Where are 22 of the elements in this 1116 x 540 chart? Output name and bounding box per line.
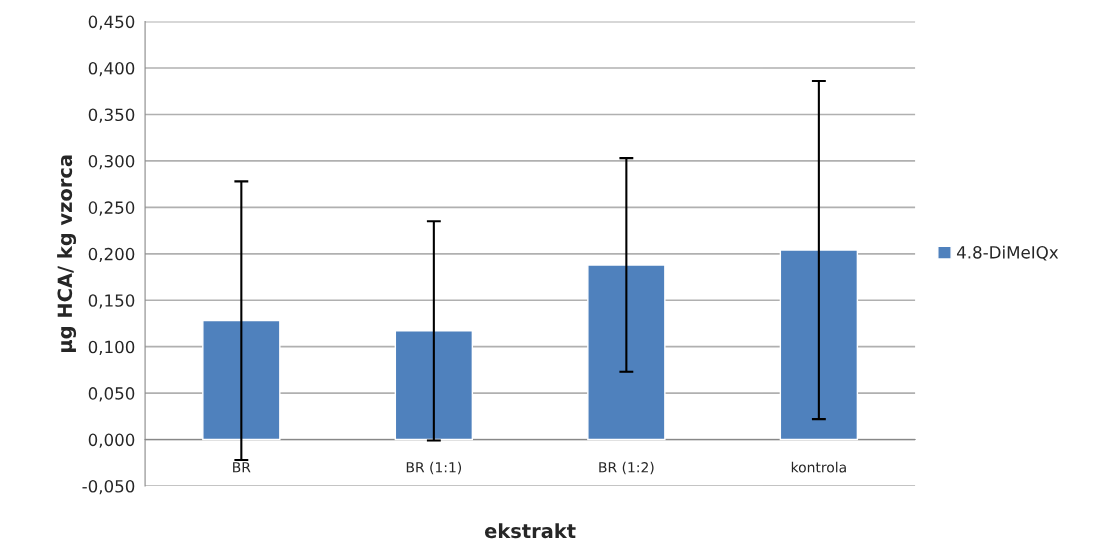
y-tick-label: 0,000 [88,433,135,448]
y-tick-label: 0,400 [88,62,135,77]
bar [779,249,859,441]
bar [587,264,666,441]
y-tick-label: 0,250 [88,201,135,216]
y-tick-label: 0,100 [88,340,135,355]
x-tick-label: kontrola [791,461,846,473]
x-tick-label: BR (1:2) [599,461,654,475]
x-tick-label: BR [233,462,251,473]
y-tick-label: 0,300 [88,154,135,170]
bar [394,330,474,441]
bar [202,319,281,441]
legend-label: 4.8-DiMeIQx [956,245,1059,261]
y-tick-label: 0,050 [88,387,135,402]
x-tick-label: BR (1:1) [406,461,462,475]
y-axis-title: µg HCA/ kg vzorca [57,155,77,352]
y-tick-label: 0,350 [88,108,135,123]
y-tick-label: 0,200 [88,247,135,263]
x-axis-title: ekstrakt [484,523,576,539]
y-tick-label: -0,050 [82,479,135,495]
y-tick-label: 0,450 [88,15,135,30]
y-tick-label: 0,150 [88,294,135,309]
